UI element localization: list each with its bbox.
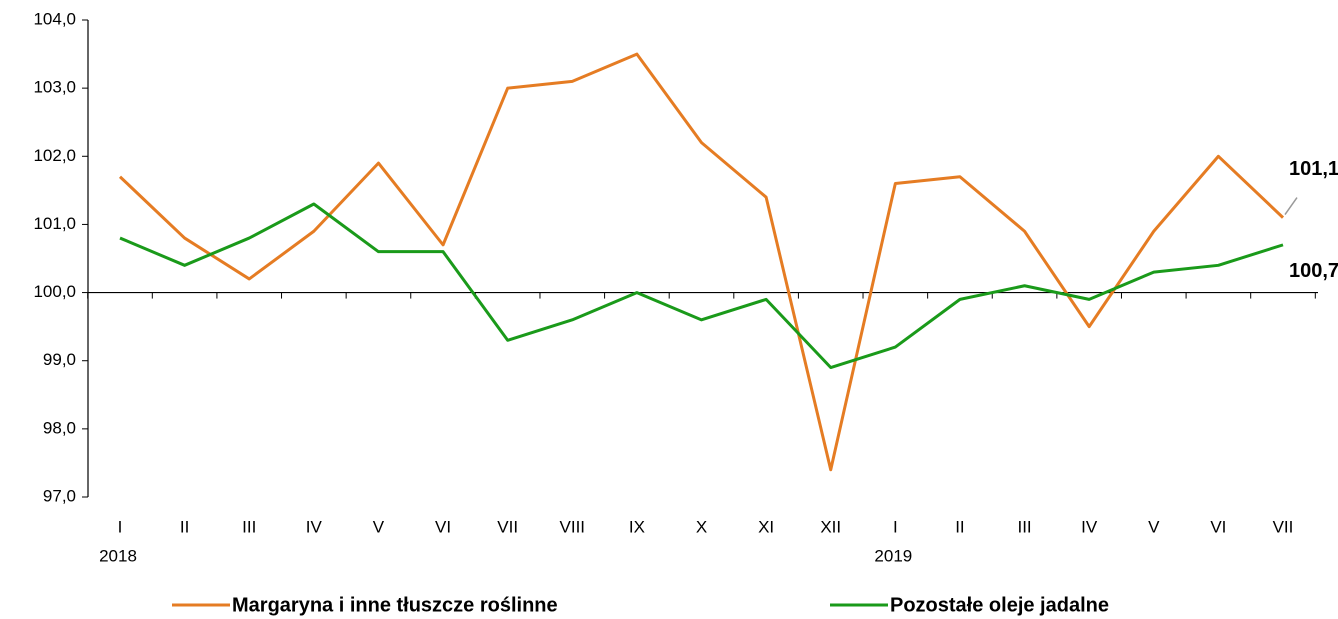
x-tick-label: III bbox=[1017, 517, 1031, 536]
x-tick-label: IX bbox=[629, 517, 645, 536]
x-tick-label: IV bbox=[1081, 517, 1098, 536]
x-tick-label: IV bbox=[306, 517, 323, 536]
x-tick-label: VI bbox=[435, 517, 451, 536]
data-label: 101,1 bbox=[1289, 158, 1338, 180]
x-tick-label: II bbox=[955, 517, 964, 536]
x-tick-label: VIII bbox=[560, 517, 586, 536]
y-tick-label: 99,0 bbox=[43, 350, 76, 369]
y-tick-label: 103,0 bbox=[33, 78, 76, 97]
x-tick-label: V bbox=[1148, 517, 1160, 536]
y-tick-label: 98,0 bbox=[43, 418, 76, 437]
legend-label: Margaryna i inne tłuszcze roślinne bbox=[232, 594, 558, 616]
data-label: 100,7 bbox=[1289, 260, 1338, 282]
x-tick-label: I bbox=[893, 517, 898, 536]
x-tick-label: III bbox=[242, 517, 256, 536]
y-tick-label: 104,0 bbox=[33, 9, 76, 28]
series-line bbox=[119, 202, 1284, 370]
legend-label: Pozostałe oleje jadalne bbox=[890, 594, 1109, 616]
x-tick-label: VII bbox=[1273, 517, 1294, 536]
x-tick-label: I bbox=[118, 517, 123, 536]
series-line bbox=[118, 52, 1285, 472]
x-tick-label: XI bbox=[758, 517, 774, 536]
y-tick-label: 97,0 bbox=[43, 486, 76, 505]
x-tick-label: X bbox=[696, 517, 707, 536]
year-label: 2019 bbox=[874, 546, 912, 565]
leader-line bbox=[1284, 197, 1298, 216]
x-tick-label: VI bbox=[1210, 517, 1226, 536]
y-tick-label: 100,0 bbox=[33, 282, 76, 301]
y-tick-label: 101,0 bbox=[33, 214, 76, 233]
x-tick-label: V bbox=[373, 517, 385, 536]
y-tick-label: 102,0 bbox=[33, 146, 76, 165]
year-label: 2018 bbox=[99, 546, 137, 565]
x-tick-label: VII bbox=[497, 517, 518, 536]
x-tick-label: XII bbox=[820, 517, 841, 536]
x-tick-label: II bbox=[180, 517, 189, 536]
